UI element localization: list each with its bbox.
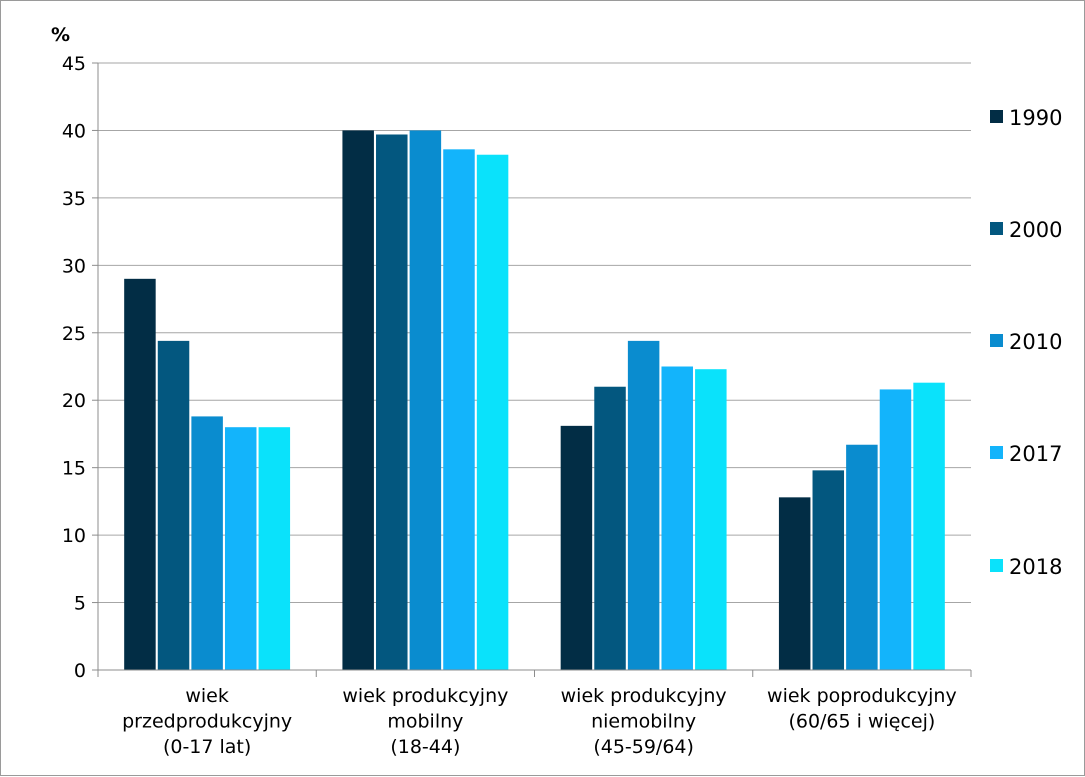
bar-2000	[812, 470, 845, 670]
bar-1990	[560, 425, 593, 670]
bar-2010	[627, 340, 660, 670]
y-tick-labels: 0 5 10 15 20 25 30 35 40 45	[62, 53, 86, 682]
bar-2017	[661, 366, 693, 670]
y-axis-unit-label: %	[51, 24, 70, 46]
bar-2017	[879, 389, 912, 670]
bar-2010	[191, 416, 223, 670]
category-label: (45-59/64)	[593, 736, 694, 758]
legend-label-2018: 2018	[1009, 555, 1062, 579]
category-label: wiek	[185, 685, 229, 707]
bar-2018	[913, 382, 945, 670]
y-tick-label: 20	[62, 390, 86, 412]
y-tick-label: 25	[62, 323, 86, 345]
y-tick-label: 15	[62, 458, 86, 480]
legend-swatch-2000	[990, 222, 1003, 235]
bar-1990	[124, 278, 156, 670]
y-tick-label: 35	[62, 188, 86, 210]
y-tick-label: 30	[62, 255, 86, 277]
category-label: wiek produkcyjny	[342, 685, 508, 707]
legend-label-1990: 1990	[1009, 106, 1062, 130]
legend-swatch-2010	[990, 334, 1003, 347]
bars	[124, 130, 945, 671]
bar-1990	[778, 497, 811, 670]
category-label: niemobilny	[591, 711, 696, 733]
bar-1990	[342, 130, 374, 670]
legend-label-2010: 2010	[1009, 330, 1062, 354]
y-tick-label: 40	[62, 120, 86, 142]
bar-2000	[376, 134, 408, 671]
bar-2010	[409, 130, 442, 670]
category-label: wiek poprodukcyjny	[767, 685, 957, 707]
legend-label-2017: 2017	[1009, 442, 1062, 466]
bar-2018	[476, 154, 509, 671]
bar-2000	[157, 340, 190, 670]
y-tick-label: 45	[62, 53, 86, 75]
legend-swatch-2017	[990, 446, 1003, 459]
axes	[92, 62, 972, 677]
y-tick-label: 10	[62, 525, 86, 547]
legend-swatch-1990	[990, 110, 1003, 123]
bar-2017	[443, 149, 475, 671]
legend-swatch-2018	[990, 559, 1003, 572]
category-labels: wiek przedprodukcyjny (0-17 lat) wiek produ…	[122, 685, 957, 758]
legend-label-2000: 2000	[1009, 218, 1062, 242]
category-label: (18-44)	[390, 736, 460, 758]
bar-2010	[846, 444, 878, 670]
legend: 1990 2000 2010 2017 2018	[990, 106, 1062, 579]
bar-2017	[224, 427, 257, 670]
category-label: (0-17 lat)	[163, 736, 251, 758]
category-label: przedprodukcyjny	[122, 711, 292, 733]
category-label: (60/65 i więcej)	[788, 711, 935, 733]
y-tick-label: 5	[74, 593, 86, 615]
bar-2018	[695, 369, 727, 670]
bar-2000	[594, 386, 626, 670]
category-label: mobilny	[387, 711, 463, 733]
bar-2018	[258, 427, 291, 670]
y-tick-label: 0	[74, 660, 86, 682]
category-label: wiek produkcyjny	[561, 685, 727, 707]
